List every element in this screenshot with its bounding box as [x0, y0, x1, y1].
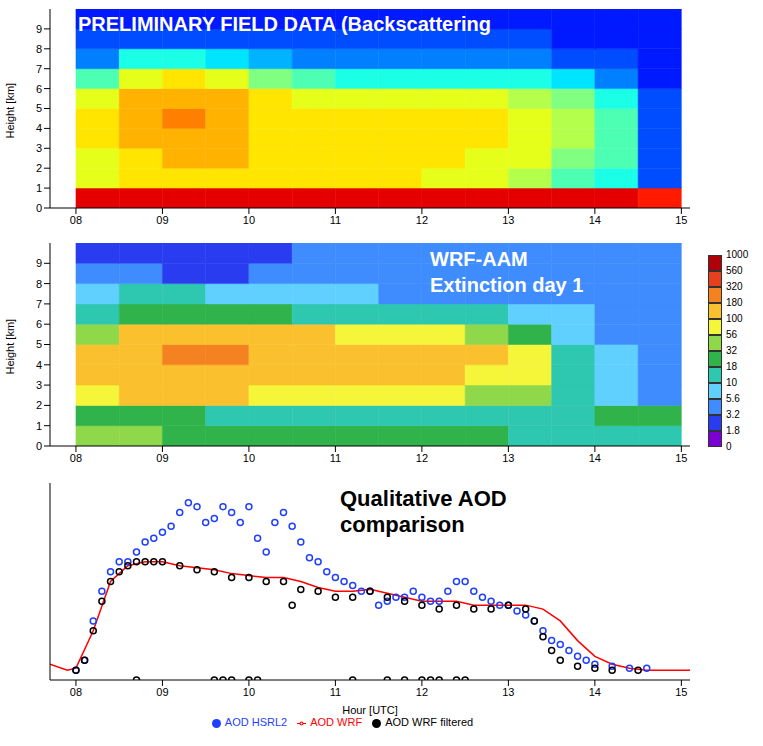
html-text:PRELIMINARY FIELD DATA (Backsc: PRELIMINARY FIELD DATA (Backscattering	[78, 13, 491, 35]
html-text:320: 320	[726, 281, 743, 292]
html-text:1.8: 1.8	[726, 425, 740, 436]
svg-text:08: 08	[70, 686, 82, 698]
svg-text:2: 2	[36, 162, 42, 174]
html-text:WRF-AAM: WRF-AAM	[430, 248, 528, 270]
svg-text:10: 10	[243, 214, 255, 226]
html-text:10: 10	[726, 377, 738, 388]
svg-text:11: 11	[330, 686, 341, 698]
html-text:Qualitative AOD comparison: Qualitative AOD comparison	[340, 486, 507, 537]
svg-text:13: 13	[502, 686, 514, 698]
svg-text:9: 9	[36, 257, 42, 269]
svg-text:4: 4	[36, 122, 42, 134]
html-text:3.2: 3.2	[726, 409, 740, 420]
html-text:180: 180	[726, 297, 743, 308]
svg-text:12: 12	[416, 686, 428, 698]
svg-text:7: 7	[36, 63, 42, 75]
svg-text:09: 09	[156, 452, 168, 464]
html-text:32: 32	[726, 345, 738, 356]
html-text:1000: 1000	[726, 249, 749, 260]
svg-text:10: 10	[243, 452, 255, 464]
html-text:Extinction day 1: Extinction day 1	[430, 274, 584, 296]
html-text:AOD WRF: AOD WRF	[310, 716, 363, 728]
svg-text:5: 5	[36, 338, 42, 350]
svg-text:6: 6	[36, 83, 42, 95]
svg-text:10: 10	[243, 686, 255, 698]
svg-text:15: 15	[675, 214, 687, 226]
html-text:AOD WRF filtered: AOD WRF filtered	[385, 716, 474, 728]
svg-text:09: 09	[156, 214, 168, 226]
svg-text:0: 0	[36, 202, 42, 214]
svg-text:3: 3	[36, 379, 42, 391]
html-text:0: 0	[726, 441, 732, 452]
svg-text:4: 4	[36, 359, 42, 371]
svg-text:7: 7	[36, 298, 42, 310]
svg-text:08: 08	[70, 214, 82, 226]
svg-text:14: 14	[589, 214, 601, 226]
svg-text:14: 14	[589, 686, 601, 698]
svg-text:6: 6	[36, 318, 42, 330]
svg-text:15: 15	[675, 686, 687, 698]
svg-text:Height [km]: Height [km]	[4, 319, 16, 375]
svg-text:11: 11	[330, 452, 341, 464]
svg-text:11: 11	[330, 214, 341, 226]
svg-text:0: 0	[36, 440, 42, 452]
svg-text:12: 12	[416, 214, 428, 226]
html-text:100: 100	[726, 313, 743, 324]
svg-text:09: 09	[156, 686, 168, 698]
svg-text:5: 5	[36, 102, 42, 114]
svg-text:2: 2	[36, 399, 42, 411]
svg-text:14: 14	[589, 452, 601, 464]
svg-text:08: 08	[70, 452, 82, 464]
svg-text:13: 13	[502, 452, 514, 464]
svg-text:1: 1	[36, 420, 42, 432]
svg-text:Height [km]: Height [km]	[4, 83, 16, 139]
html-text:56: 56	[726, 329, 738, 340]
svg-text:8: 8	[36, 278, 42, 290]
html-text:18: 18	[726, 361, 738, 372]
svg-text:9: 9	[36, 23, 42, 35]
html-text:AOD HSRL2: AOD HSRL2	[224, 716, 288, 728]
svg-text:1: 1	[36, 182, 42, 194]
svg-text:12: 12	[416, 452, 428, 464]
svg-text:13: 13	[502, 214, 514, 226]
html-text:5.6: 5.6	[726, 393, 740, 404]
html-text:560: 560	[726, 265, 743, 276]
svg-text:15: 15	[675, 452, 687, 464]
svg-text:Hour [UTC]: Hour [UTC]	[342, 704, 398, 716]
svg-text:8: 8	[36, 43, 42, 55]
svg-text:3: 3	[36, 142, 42, 154]
